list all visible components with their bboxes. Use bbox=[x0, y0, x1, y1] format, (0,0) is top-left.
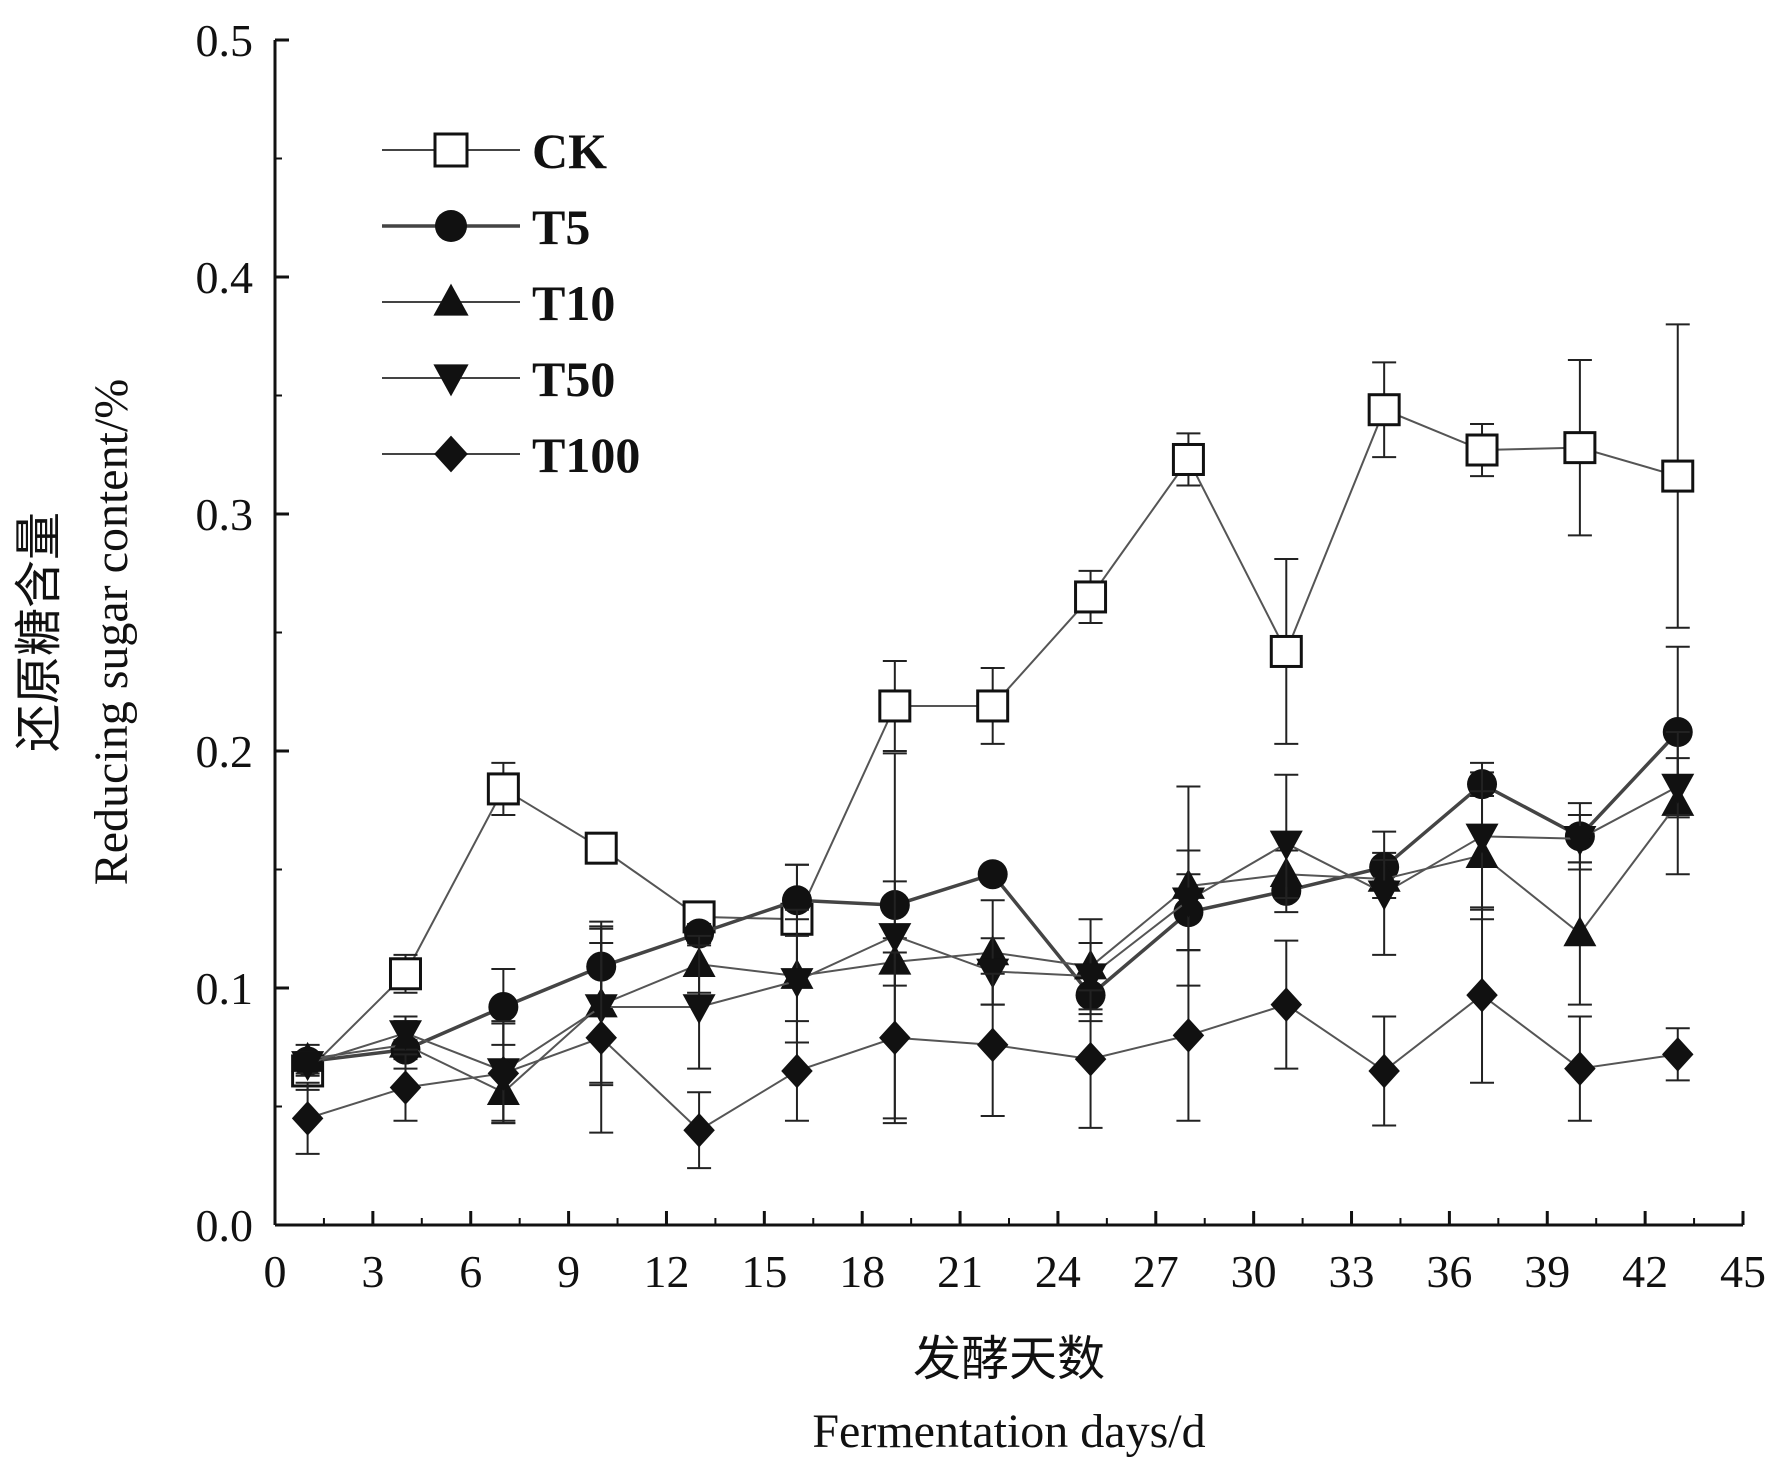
series-t100 bbox=[291, 906, 1694, 1170]
legend-marker-t50 bbox=[433, 364, 469, 397]
x-tick-label: 30 bbox=[1231, 1246, 1277, 1297]
data-point-t50 bbox=[1367, 880, 1401, 911]
data-point-t50 bbox=[1465, 823, 1499, 854]
legend-label-t5: T5 bbox=[532, 199, 590, 255]
data-point-ck bbox=[486, 772, 520, 806]
data-point-t5 bbox=[684, 918, 715, 949]
data-point-ck bbox=[388, 957, 422, 991]
data-point-t100 bbox=[1172, 1018, 1205, 1053]
series-ck bbox=[291, 323, 1695, 1091]
data-point-ck bbox=[1661, 459, 1695, 493]
series-layer bbox=[291, 323, 1695, 1170]
data-point-t100 bbox=[683, 1112, 715, 1148]
data-point-t50 bbox=[780, 968, 814, 999]
y-tick-label: 0.2 bbox=[196, 726, 254, 777]
legend-item-t5: T5 bbox=[382, 199, 590, 255]
legend-label-t10: T10 bbox=[532, 275, 615, 331]
data-point-t100 bbox=[976, 1027, 1009, 1063]
legend-marker-ck bbox=[433, 132, 469, 168]
data-point-ck bbox=[1074, 580, 1108, 614]
legend-item-ck: CK bbox=[382, 123, 607, 179]
legend-item-t10: T10 bbox=[382, 275, 615, 331]
data-point-t100 bbox=[585, 1020, 617, 1056]
data-point-t50 bbox=[1563, 825, 1597, 856]
data-point-t50 bbox=[878, 923, 912, 954]
data-point-t50 bbox=[1074, 963, 1108, 994]
x-tick-label: 9 bbox=[557, 1246, 580, 1297]
data-point-t5 bbox=[781, 885, 812, 916]
data-point-t50 bbox=[1171, 887, 1205, 918]
x-tick-label: 24 bbox=[1035, 1246, 1081, 1297]
legend-label-t100: T100 bbox=[532, 427, 640, 483]
y-tick-label: 0.1 bbox=[196, 963, 254, 1014]
data-point-t100 bbox=[879, 1020, 911, 1056]
legend-label-ck: CK bbox=[532, 123, 607, 179]
data-point-t100 bbox=[1074, 1041, 1107, 1077]
x-tick-label: 39 bbox=[1524, 1246, 1570, 1297]
legend-marker-t5 bbox=[435, 210, 467, 242]
data-point-t5 bbox=[488, 991, 519, 1022]
x-axis-title-en: Fermentation days/d bbox=[812, 1405, 1205, 1458]
legend-label-t50: T50 bbox=[532, 351, 615, 407]
legend-marker-t10 bbox=[433, 283, 469, 316]
x-tick-label: 27 bbox=[1133, 1246, 1179, 1297]
data-point-t50 bbox=[291, 1051, 325, 1082]
data-point-ck bbox=[1465, 433, 1499, 467]
ticks: 0 3 6 9 12 15 18 21 24 27 30 33 36 39 42 450.00.10.20.3… bbox=[196, 15, 1767, 1297]
y-axis-title-en: Reducing sugar content/% bbox=[85, 379, 138, 886]
data-point-t100 bbox=[1662, 1037, 1694, 1072]
data-point-t100 bbox=[1564, 1051, 1596, 1086]
data-point-t50 bbox=[1269, 830, 1303, 861]
data-point-ck bbox=[1171, 442, 1205, 476]
y-tick-label: 0.3 bbox=[196, 489, 254, 540]
y-tick-label: 0.5 bbox=[196, 15, 254, 66]
legend-item-t100: T100 bbox=[382, 427, 640, 483]
data-point-t100 bbox=[1368, 1053, 1400, 1089]
data-point-t50 bbox=[1661, 773, 1695, 804]
data-point-t100 bbox=[781, 1053, 813, 1089]
x-tick-label: 12 bbox=[643, 1246, 689, 1297]
legend: CK T5 T10 T50 T100 bbox=[382, 123, 640, 483]
data-point-ck bbox=[1367, 393, 1401, 427]
legend-marker-t100 bbox=[434, 435, 468, 473]
data-point-t100 bbox=[1466, 977, 1498, 1013]
data-point-t50 bbox=[682, 994, 716, 1025]
y-tick-label: 0.0 bbox=[196, 1200, 254, 1251]
y-axis-title-cn: 还原糖含量 bbox=[13, 512, 66, 752]
data-point-ck bbox=[584, 831, 618, 865]
data-point-ck bbox=[1269, 634, 1303, 668]
data-point-t5 bbox=[977, 859, 1008, 890]
legend-item-t50: T50 bbox=[382, 351, 615, 407]
y-tick-label: 0.4 bbox=[196, 252, 254, 303]
data-point-ck bbox=[1563, 431, 1597, 465]
data-point-t100 bbox=[291, 1101, 324, 1136]
x-tick-label: 18 bbox=[839, 1246, 885, 1297]
x-tick-label: 15 bbox=[741, 1246, 787, 1297]
x-tick-label: 0 bbox=[264, 1246, 287, 1297]
x-axis-title-cn: 发酵天数 bbox=[913, 1333, 1105, 1386]
x-tick-label: 36 bbox=[1426, 1246, 1472, 1297]
data-point-t100 bbox=[1270, 987, 1303, 1022]
x-tick-label: 21 bbox=[937, 1246, 983, 1297]
x-tick-label: 3 bbox=[361, 1246, 384, 1297]
x-tick-label: 45 bbox=[1720, 1246, 1766, 1297]
x-tick-label: 6 bbox=[459, 1246, 482, 1297]
data-point-t50 bbox=[388, 1020, 422, 1051]
data-point-ck bbox=[976, 689, 1010, 723]
data-point-t100 bbox=[389, 1070, 422, 1105]
x-tick-label: 33 bbox=[1329, 1246, 1375, 1297]
data-point-t100 bbox=[487, 1056, 520, 1091]
data-point-ck bbox=[878, 689, 912, 723]
data-point-t10 bbox=[1563, 916, 1597, 947]
x-tick-label: 42 bbox=[1622, 1246, 1668, 1297]
